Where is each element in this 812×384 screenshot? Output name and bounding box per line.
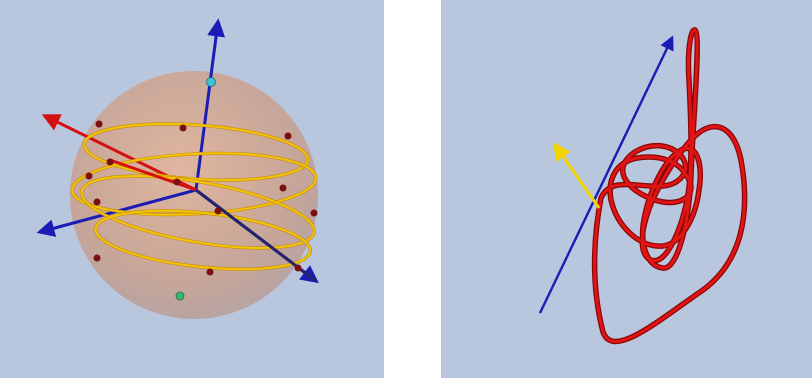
dot bbox=[214, 207, 222, 215]
x-axis-front bbox=[109, 158, 197, 192]
lower-circle bbox=[94, 209, 312, 271]
knot-figure-panel bbox=[441, 0, 812, 378]
dot bbox=[279, 184, 287, 192]
dot bbox=[93, 198, 101, 206]
middle-circle-b bbox=[80, 175, 316, 249]
dot bbox=[294, 264, 302, 272]
sphere-figure bbox=[0, 0, 384, 378]
dot bbox=[206, 268, 214, 276]
knot-figure bbox=[441, 0, 812, 378]
latitude-circles bbox=[70, 122, 318, 271]
knot-main bbox=[593, 28, 747, 343]
z-axis-arrow bbox=[194, 18, 226, 191]
sphere bbox=[70, 71, 318, 319]
dot bbox=[95, 120, 103, 128]
intersection-dots bbox=[85, 120, 318, 276]
dot bbox=[173, 178, 181, 186]
dot bbox=[93, 254, 101, 262]
dot bbox=[85, 172, 93, 180]
dot bbox=[106, 158, 114, 166]
north-pole-dot bbox=[206, 77, 216, 87]
south-pole-dot bbox=[175, 291, 185, 301]
yellow-axis-arrow bbox=[552, 142, 601, 209]
upper-circle bbox=[83, 122, 309, 182]
dot bbox=[284, 132, 292, 140]
knot-curve bbox=[591, 27, 748, 345]
dot bbox=[310, 209, 318, 217]
middle-circle-a bbox=[71, 152, 317, 216]
sphere-figure-panel bbox=[0, 0, 384, 378]
dot bbox=[179, 124, 187, 132]
right-background bbox=[441, 0, 812, 378]
blue-axis-arrow bbox=[538, 35, 674, 314]
